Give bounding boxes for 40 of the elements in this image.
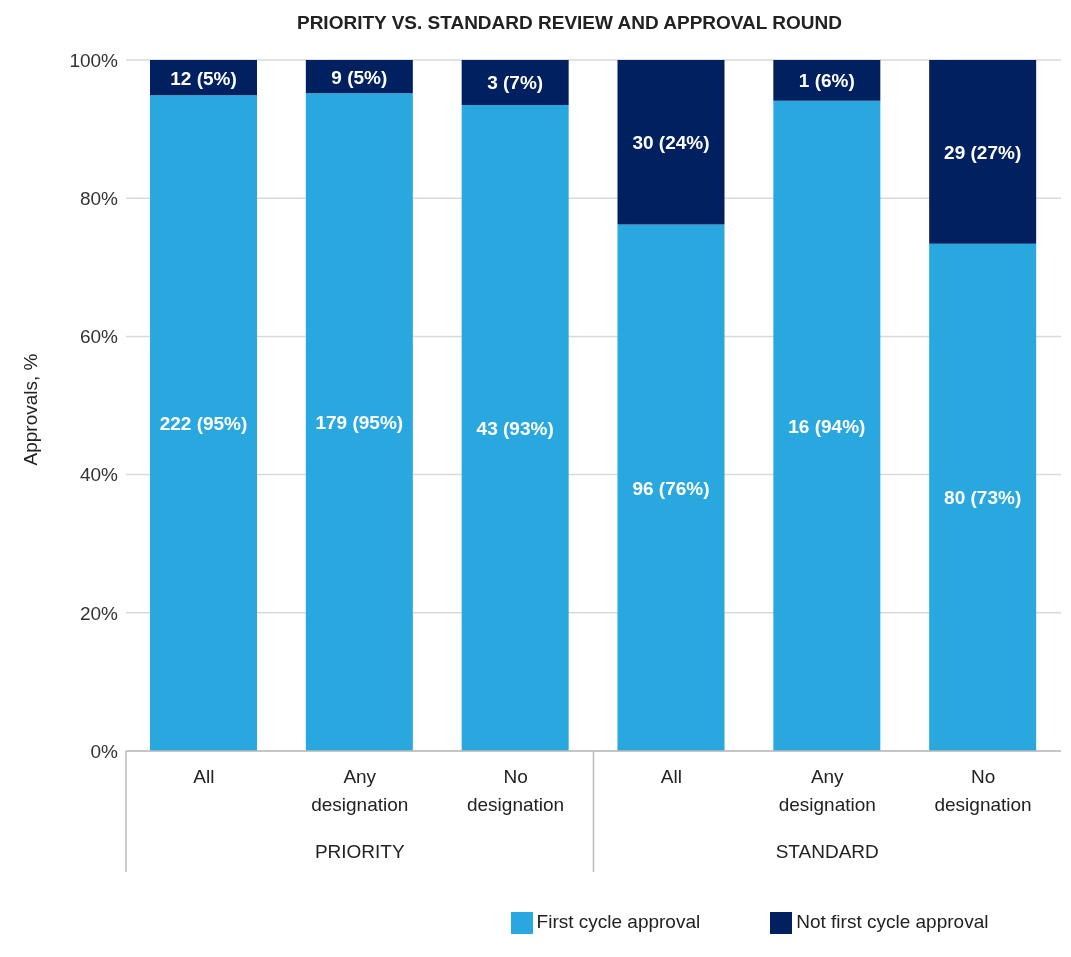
y-axis-title: Approvals, %	[19, 353, 41, 466]
bar	[461, 60, 569, 105]
x-tick-label: All	[660, 766, 682, 788]
x-tick-label: Any designation	[778, 766, 876, 816]
y-tick-label: 0%	[90, 740, 119, 762]
x-tick-label: No designation	[934, 766, 1032, 816]
data-label: 9 (5%)	[331, 66, 388, 88]
bar	[150, 95, 257, 752]
data-label: 43 (93%)	[476, 417, 554, 439]
bar	[929, 60, 1037, 244]
data-label: 1 (6%)	[798, 70, 855, 92]
x-tick-label: No designation	[466, 766, 565, 816]
data-label: 16 (94%)	[788, 415, 866, 437]
y-tick-label: 100%	[69, 49, 119, 71]
data-label: 179 (95%)	[315, 412, 404, 434]
bar	[305, 93, 413, 752]
data-label: 29 (27%)	[944, 141, 1022, 163]
x-tick-label: All	[193, 766, 215, 788]
bar	[773, 100, 881, 752]
data-label: 96 (76%)	[632, 477, 710, 499]
bar	[773, 60, 881, 101]
y-tick-label: 20%	[79, 602, 119, 624]
data-label: 3 (7%)	[487, 72, 544, 94]
y-tick-label: 60%	[79, 326, 119, 348]
y-tick-label: 80%	[79, 187, 119, 209]
bar	[617, 60, 725, 225]
legend-label: First cycle approval	[536, 911, 701, 933]
x-tick-label: Any designation	[311, 766, 409, 816]
chart-title: PRIORITY VS. STANDARD REVIEW AND APPROVAL ROUND	[295, 11, 844, 34]
y-tick-label: 40%	[79, 464, 119, 486]
data-label: 80 (73%)	[944, 487, 1022, 509]
bar	[929, 243, 1037, 752]
bar	[617, 224, 725, 752]
text: PRIORITY	[314, 841, 405, 863]
text: STANDARD	[775, 841, 879, 863]
legend-label: Not first cycle approval	[796, 911, 989, 933]
bar	[461, 104, 569, 752]
data-label: 30 (24%)	[632, 132, 710, 154]
data-label: 222 (95%)	[159, 413, 248, 435]
data-label: 12 (5%)	[170, 67, 237, 89]
